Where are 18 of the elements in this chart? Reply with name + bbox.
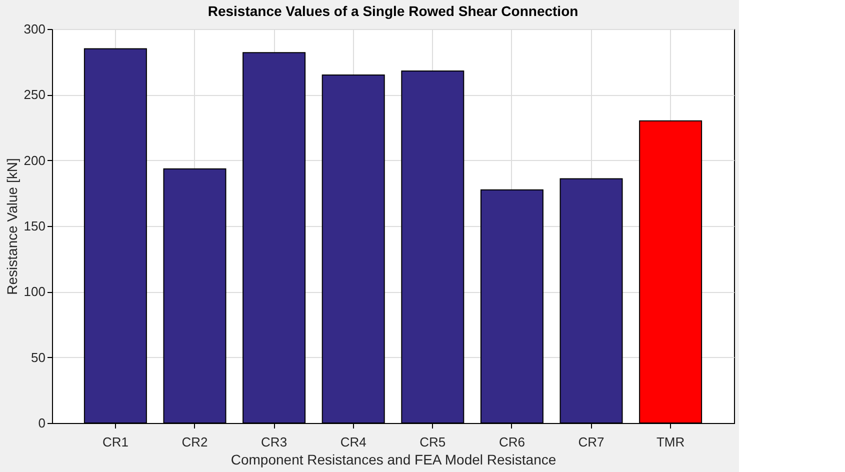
y-tick-label: 50 bbox=[31, 350, 46, 365]
x-tick-label: CR6 bbox=[498, 434, 525, 450]
y-tick-label: 0 bbox=[38, 416, 46, 430]
x-axis-title: Component Resistances and FEA Model Resistance bbox=[230, 452, 556, 468]
x-tick-label: CR3 bbox=[261, 434, 288, 450]
x-tick-label: CR5 bbox=[420, 434, 446, 450]
x-tick-label: CR7 bbox=[578, 434, 604, 450]
y-tick-label: 200 bbox=[24, 152, 46, 168]
y-tick-label: 250 bbox=[24, 87, 46, 102]
y-tick-label: 150 bbox=[24, 218, 46, 234]
x-tick-label: CR2 bbox=[182, 434, 208, 450]
x-tick-label: TMR bbox=[656, 434, 685, 450]
y-tick-label: 100 bbox=[24, 284, 46, 300]
y-axis-title: Resistance Value [kN] bbox=[4, 158, 20, 295]
x-tick-label: CR1 bbox=[102, 434, 128, 450]
chart-title: Resistance Values of a Single Rowed Shear Connection bbox=[208, 3, 578, 19]
x-tick-label: CR4 bbox=[340, 434, 366, 450]
y-tick-label: 300 bbox=[24, 22, 46, 36]
